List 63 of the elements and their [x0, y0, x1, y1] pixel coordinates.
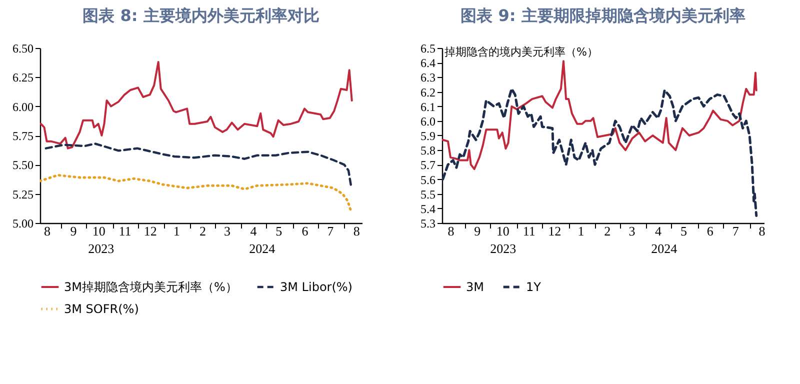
- y-tick-label: 5.8: [420, 144, 436, 158]
- x-tick-label: 8: [758, 224, 766, 238]
- legend-label: 3M: [466, 280, 484, 294]
- y-axis-title: 掉期隐含的境内美元利率（%）: [444, 46, 598, 58]
- text: 2024: [249, 241, 276, 256]
- x-tick-label: 8: [353, 224, 360, 238]
- y-tick-label: 5.25: [12, 187, 34, 202]
- x-tick-label: 2: [604, 224, 611, 238]
- x-tick-label: 9: [474, 224, 481, 238]
- x-tick-label: 1: [173, 224, 180, 238]
- text: 2023: [490, 241, 516, 256]
- x-tick-label: 2: [200, 224, 206, 238]
- x-tick-label: 8: [448, 224, 454, 238]
- line-series: [44, 142, 352, 187]
- y-tick-label: 5.50: [12, 158, 34, 172]
- x-tick-label: 11: [118, 224, 132, 238]
- y-tick-label: 5.75: [12, 129, 34, 143]
- y-tick-label: 6.00: [12, 100, 34, 114]
- x-tick-label: 8: [44, 224, 51, 238]
- y-tick-label: 5.00: [12, 216, 34, 230]
- x-tick-label: 9: [70, 224, 77, 238]
- x-tick-label: 4: [655, 224, 662, 238]
- x-tick-label: 10: [496, 224, 510, 238]
- y-tick-label: 6.5: [420, 42, 436, 56]
- x-tick-label: 3: [224, 224, 231, 238]
- line-series: [442, 60, 758, 170]
- x-tick-label: 5: [276, 224, 282, 238]
- x-tick-label: 4: [250, 224, 258, 238]
- x-tick-label: 3: [628, 224, 636, 238]
- line-series: [40, 61, 353, 150]
- legend-label: 3M掉期隐含境内美元利率（%）: [64, 280, 238, 294]
- text: 2024: [651, 241, 678, 256]
- x-tick-label: 7: [327, 224, 334, 238]
- y-tick-label: 6.4: [420, 56, 436, 70]
- legend-label: 3M Libor(%): [280, 280, 352, 294]
- x-tick-label: 12: [144, 224, 157, 238]
- x-tick-label: 12: [548, 224, 562, 238]
- y-tick-label: 5.4: [420, 202, 436, 216]
- x-tick-label: 5: [680, 224, 688, 238]
- y-tick-label: 6.1: [420, 100, 436, 114]
- legend-label: 1Y: [526, 280, 542, 294]
- y-tick-label: 5.9: [420, 129, 436, 143]
- chart-title: 图表 9: 主要期限掉期隐含境内美元利率: [460, 6, 746, 25]
- x-tick-label: 1: [578, 224, 584, 238]
- text: 2023: [88, 241, 114, 256]
- y-tick-label: 6.50: [12, 42, 34, 56]
- y-tick-label: 6.0: [420, 114, 436, 128]
- line-series: [40, 174, 352, 213]
- chart-title: 图表 8: 主要境内外美元利率对比: [82, 6, 320, 25]
- line-series: [442, 88, 758, 217]
- y-tick-label: 6.25: [12, 70, 34, 85]
- y-tick-label: 5.6: [420, 172, 436, 187]
- x-tick-label: 10: [92, 224, 106, 238]
- y-tick-label: 5.5: [420, 187, 436, 202]
- y-tick-label: 6.2: [420, 85, 436, 100]
- x-tick-label: 11: [522, 224, 536, 238]
- y-tick-label: 5.7: [420, 158, 436, 172]
- x-tick-label: 6: [706, 224, 714, 238]
- x-tick-label: 7: [732, 224, 740, 238]
- y-tick-label: 5.3: [420, 216, 436, 230]
- y-tick-label: 6.3: [420, 70, 436, 85]
- legend-label: 3M SOFR(%): [64, 302, 139, 316]
- x-tick-label: 6: [302, 224, 309, 238]
